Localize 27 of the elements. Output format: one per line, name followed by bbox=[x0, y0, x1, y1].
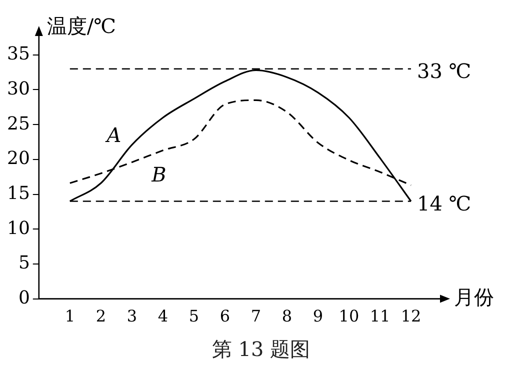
x-axis-title: 月份 bbox=[454, 285, 494, 310]
y-axis-title: 温度/℃ bbox=[46, 14, 116, 38]
y-tick-label: 10 bbox=[7, 218, 30, 239]
x-tick-label: 9 bbox=[312, 306, 324, 326]
y-tick-label: 15 bbox=[7, 182, 30, 204]
x-tick-label: 10 bbox=[338, 306, 360, 326]
series-label: B bbox=[150, 162, 166, 187]
x-tick-label: 1 bbox=[64, 306, 76, 326]
y-tick-label: 5 bbox=[18, 252, 30, 274]
y-tick-label: 35 bbox=[7, 44, 30, 65]
ref-line-label: 33 ℃ bbox=[416, 59, 472, 84]
y-tick-label: 20 bbox=[7, 148, 30, 170]
x-tick-label: 11 bbox=[370, 306, 390, 326]
text: 第 13 题图 bbox=[210, 336, 312, 363]
x-tick-label: 4 bbox=[158, 306, 168, 326]
y-tick-label: 25 bbox=[7, 113, 30, 134]
series-label: A bbox=[104, 123, 122, 147]
x-tick-label: 5 bbox=[188, 306, 200, 326]
y-tick-label: 30 bbox=[7, 78, 30, 100]
ref-line-label: 14 ℃ bbox=[416, 191, 472, 216]
x-tick-label: 3 bbox=[126, 306, 138, 326]
x-tick-label: 12 bbox=[400, 306, 422, 326]
x-tick-label: 7 bbox=[250, 306, 262, 326]
x-tick-label: 8 bbox=[282, 306, 292, 326]
x-tick-label: 2 bbox=[96, 306, 106, 326]
y-tick-label: 0 bbox=[18, 287, 30, 308]
x-tick-label: 6 bbox=[220, 306, 230, 326]
